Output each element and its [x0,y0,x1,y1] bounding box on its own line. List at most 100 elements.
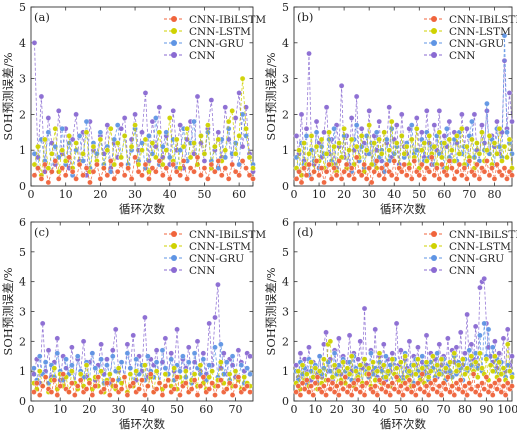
data-point [483,356,490,363]
data-point [425,374,432,380]
data-point [353,368,359,374]
y-tick-label: 6 [19,216,26,229]
data-point [466,347,473,354]
data-point [477,392,483,398]
data-point [197,383,204,389]
data-point [222,104,229,111]
x-tick-label: 30 [128,188,142,201]
data-point [476,150,483,157]
data-point [439,154,445,161]
data-point [441,133,448,139]
data-point [135,168,142,175]
y-tick-label: 2 [282,335,289,348]
data-point [206,320,212,327]
data-point [114,140,121,146]
data-point [303,133,310,139]
data-point [376,136,382,143]
data-point [205,129,211,136]
data-point [464,392,470,398]
data-point [487,362,494,369]
data-point [400,392,406,398]
data-point [361,356,368,363]
data-point [455,386,462,392]
data-point [459,172,465,179]
data-point [504,154,510,161]
panel-label: (a) [34,10,50,24]
data-point [297,350,304,357]
data-point [391,386,398,392]
data-point [159,392,166,398]
data-point [156,380,163,386]
data-point [229,353,236,360]
data-point [374,368,381,374]
data-point [423,383,430,389]
data-point [436,176,443,182]
data-point [357,338,364,345]
data-point [451,176,458,182]
data-point [118,359,125,366]
data-point [471,111,478,118]
data-point [133,368,139,374]
data-point [313,143,320,150]
data-point [170,161,177,168]
legend-marker [431,40,437,46]
data-point [98,341,104,348]
data-point [336,335,342,342]
data-point [499,158,505,164]
data-point [444,172,450,179]
data-point [440,380,447,386]
data-point [239,143,246,150]
data-point [49,168,55,175]
data-point [323,150,330,157]
data-point [408,136,415,143]
data-point [370,389,376,395]
data-point [346,332,353,339]
data-point [45,129,52,136]
legend-label: CNN-GRU [189,38,244,50]
data-point [308,133,315,139]
data-point [115,365,122,371]
data-point [418,161,425,168]
data-point [87,179,93,186]
data-point [492,353,498,360]
y-tick-label: 6 [282,216,289,229]
data-point [341,168,347,175]
data-point [57,383,64,389]
data-point [501,143,508,150]
data-point [484,100,490,107]
data-point [383,161,390,168]
x-tick-label: 70 [437,403,451,416]
data-point [363,176,370,182]
data-point [323,329,329,336]
data-point [156,104,163,111]
data-point [498,371,505,377]
data-point [359,383,366,389]
data-point [229,161,235,168]
data-point [461,165,468,171]
legend-marker [431,52,437,58]
data-point [486,172,493,179]
data-point [36,392,43,398]
data-point [479,380,485,386]
data-point [153,368,160,374]
data-point [194,154,201,161]
data-point [366,108,372,114]
data-point [388,172,395,179]
data-point [170,108,177,114]
data-point [487,383,494,389]
legend-label: CNN-GRU [449,38,504,50]
data-point [130,332,137,339]
legend-marker [171,243,177,249]
data-point [430,386,436,392]
data-point [410,383,417,389]
y-tick-label: 1 [19,365,26,378]
data-point [239,158,246,164]
data-point [489,368,496,374]
data-point [406,165,413,171]
data-point [212,344,218,351]
data-point [153,168,159,175]
data-point [344,365,351,371]
data-point [194,93,201,100]
data-point [454,133,460,139]
data-point [353,122,360,128]
